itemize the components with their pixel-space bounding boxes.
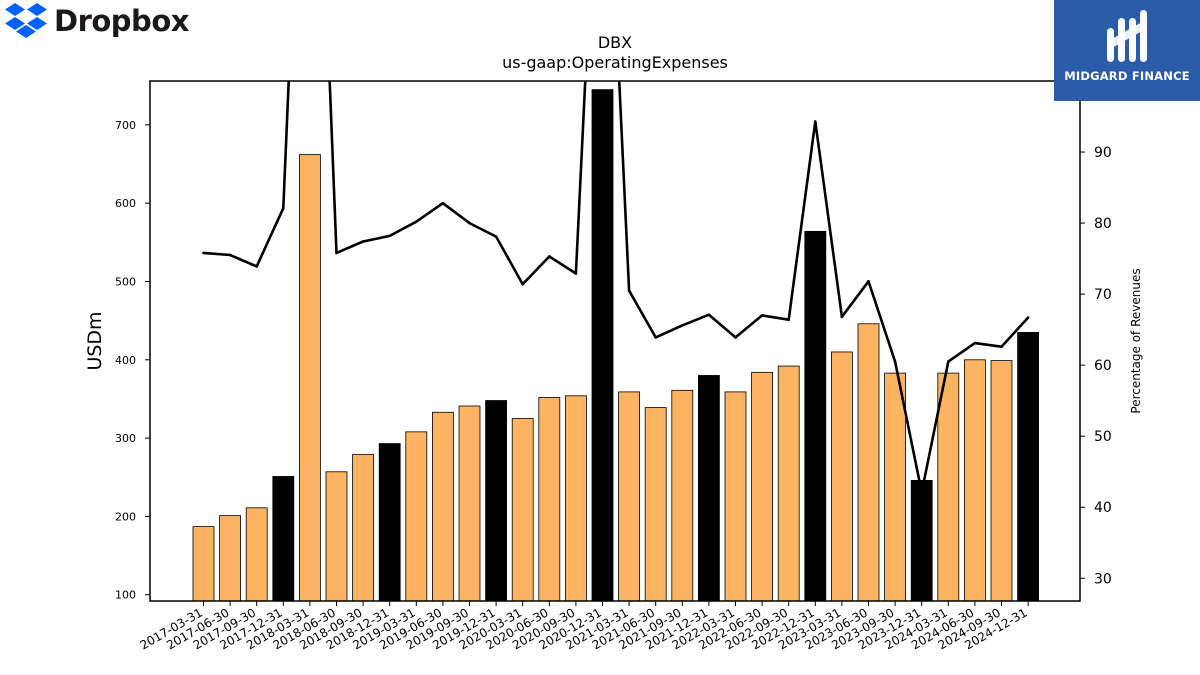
bar-2020-03-31 — [511, 418, 534, 602]
bar-2024-03-31 — [937, 372, 960, 602]
midgard-finance-logo: MIDGARD FINANCE — [1054, 0, 1200, 101]
bar-2021-03-31 — [618, 391, 640, 602]
line-point-2017-03-31 — [202, 251, 205, 255]
line-point-2023-03-31 — [840, 315, 844, 319]
line-point-2017-09-30 — [255, 265, 258, 268]
y-axis-label: USDm — [84, 311, 106, 370]
line-point-2021-12-31 — [707, 313, 711, 317]
line-point-2024-12-31 — [1026, 316, 1030, 319]
line-point-2018-12-31 — [388, 234, 392, 238]
y2-tick-label: 90 — [1094, 145, 1112, 161]
bar-2020-06-30 — [538, 396, 561, 602]
bar-2023-12-31 — [910, 479, 933, 602]
line-point-2022-12-31 — [814, 120, 817, 123]
line-series — [202, 81, 1030, 494]
line-point-2021-06-30 — [654, 336, 657, 339]
bar-2024-06-30 — [964, 359, 986, 602]
bar-2024-09-30 — [990, 360, 1013, 602]
bar-2020-09-30 — [565, 395, 587, 602]
bar-2023-06-30 — [857, 323, 880, 602]
bar-2022-09-30 — [777, 365, 800, 602]
midgard-emblem-icon — [1107, 10, 1147, 62]
line-point-2020-03-31 — [521, 282, 524, 286]
line-point-2018-06-30 — [335, 251, 338, 255]
y-tick-label: 200 — [115, 510, 136, 523]
line-point-2018-09-30 — [361, 240, 365, 243]
line-point-2024-03-31 — [947, 360, 950, 363]
line-point-2020-09-30 — [574, 272, 578, 275]
y-tick-label: 500 — [115, 275, 136, 288]
y-tick-label: 700 — [115, 119, 136, 132]
y2-tick-label: 40 — [1094, 500, 1112, 516]
line-point-2023-09-30 — [893, 360, 897, 363]
bar-2019-09-30 — [458, 405, 481, 602]
bar-2018-03-31 — [298, 154, 321, 602]
y-tick-label: 300 — [115, 432, 136, 445]
line-point-2017-12-31 — [282, 206, 285, 210]
bar-2019-06-30 — [431, 411, 454, 602]
y2-axis-label: Percentage of Revenues — [1129, 268, 1143, 413]
plot-frame — [149, 80, 1081, 602]
bar-2022-12-31 — [804, 230, 827, 602]
bar-2020-12-31 — [591, 89, 614, 602]
y-tick-label: 400 — [115, 354, 136, 367]
line-point-2024-06-30 — [973, 341, 977, 345]
chart-subtitle: us-gaap:OperatingExpenses — [502, 53, 728, 72]
bar-2019-03-31 — [405, 431, 428, 602]
bar-2021-06-30 — [644, 407, 667, 602]
line-point-2019-03-31 — [415, 220, 418, 223]
bar-2018-06-30 — [325, 471, 348, 602]
line-point-2020-06-30 — [548, 255, 551, 258]
bar-2023-09-30 — [884, 372, 906, 602]
line-point-2022-09-30 — [787, 318, 790, 321]
pct-of-revenue-line — [203, 81, 1030, 494]
bar-2017-09-30 — [245, 507, 268, 602]
bar-2022-06-30 — [751, 371, 773, 602]
bar-2017-12-31 — [272, 476, 295, 602]
bar-2022-03-31 — [724, 391, 747, 602]
bar-2021-12-31 — [698, 375, 720, 602]
bar-2021-09-30 — [671, 389, 694, 602]
bar-2023-03-31 — [831, 351, 853, 602]
line-point-2022-06-30 — [760, 314, 764, 317]
bar-2018-12-31 — [378, 443, 401, 602]
y-tick-label: 600 — [115, 197, 136, 210]
y2-tick-label: 30 — [1094, 571, 1112, 587]
y2-tick-label: 60 — [1094, 358, 1112, 374]
brand-name: Dropbox — [54, 4, 189, 38]
dropbox-icon — [5, 3, 47, 38]
axes: 1002003004005006007003040506070809010020… — [115, 74, 1121, 652]
line-point-2019-12-31 — [494, 235, 498, 238]
line-point-2021-03-31 — [627, 289, 631, 292]
bar-series — [192, 89, 1039, 602]
chart-title: DBX — [598, 33, 632, 52]
bar-2017-03-31 — [192, 526, 215, 602]
y2-tick-label: 80 — [1094, 216, 1112, 232]
dropbox-logo: Dropbox — [4, 2, 189, 40]
bar-2018-09-30 — [352, 454, 375, 602]
y-tick-label: 100 — [115, 589, 136, 602]
line-point-2023-12-31 — [920, 491, 923, 494]
y2-tick-label: 70 — [1094, 287, 1112, 303]
bar-2024-12-31 — [1017, 331, 1039, 602]
bar-2017-06-30 — [219, 515, 242, 602]
line-point-2024-09-30 — [1000, 345, 1003, 348]
line-point-2019-09-30 — [468, 221, 471, 225]
line-point-2021-09-30 — [681, 324, 684, 327]
midgard-finance-name: MIDGARD FINANCE — [1064, 69, 1190, 83]
line-point-2023-06-30 — [867, 280, 870, 283]
line-point-2019-06-30 — [441, 201, 445, 205]
bar-2019-12-31 — [485, 400, 508, 602]
line-point-2017-06-30 — [228, 253, 232, 257]
line-point-2022-03-31 — [734, 336, 737, 339]
y2-tick-label: 50 — [1094, 429, 1112, 445]
